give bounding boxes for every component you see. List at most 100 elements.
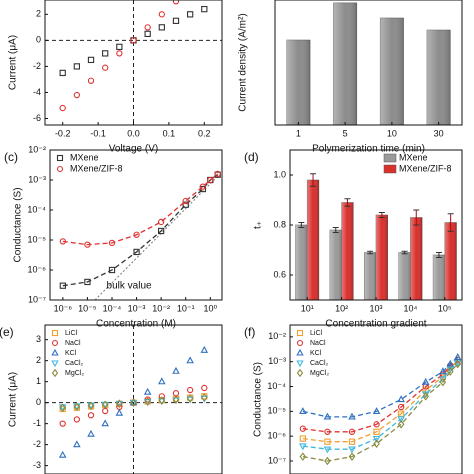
- x-tick-label: 10⁻¹: [177, 303, 195, 313]
- legend-swatch: [383, 153, 397, 163]
- legend-marker: [296, 329, 304, 337]
- marker: [186, 394, 194, 403]
- y-axis-label: Current (μA): [8, 372, 19, 427]
- marker: [186, 386, 194, 394]
- marker: [439, 367, 447, 375]
- marker: [454, 359, 461, 369]
- marker: [348, 412, 356, 420]
- marker: [186, 11, 194, 18]
- y-axis-label: Current density (A/m²): [238, 13, 249, 111]
- marker: [144, 30, 151, 38]
- x-tick-label: 10¹: [301, 303, 314, 313]
- marker: [158, 24, 165, 31]
- y-tick-label: -4: [33, 87, 41, 97]
- y-tick-label: 2: [36, 355, 41, 365]
- legend-marker: [51, 360, 59, 368]
- legend-label: KCl: [65, 350, 77, 357]
- y-tick-label: 10⁻⁷: [28, 294, 46, 304]
- y-tick-label: 10⁻²: [268, 331, 286, 341]
- series-line: [302, 362, 459, 450]
- y-tick-label: 10⁻³: [268, 356, 286, 366]
- marker: [373, 428, 380, 435]
- plot-area: [45, 0, 222, 125]
- legend-label: MgCl₂: [310, 370, 329, 377]
- error-bar: [332, 227, 339, 233]
- marker: [372, 407, 381, 414]
- y-tick-label: 10⁻⁷: [268, 455, 286, 465]
- marker: [397, 395, 405, 403]
- y-tick-label: 10⁻⁴: [267, 381, 286, 391]
- marker: [200, 345, 209, 353]
- legend-label: NaCl: [310, 340, 326, 347]
- legend-swatch: [383, 164, 397, 174]
- bulk-line: [94, 177, 217, 301]
- marker: [116, 43, 123, 51]
- panel-label: (e): [0, 325, 14, 339]
- y-tick-label: 1: [36, 376, 41, 386]
- legend-marker: [51, 329, 59, 337]
- series-line: [302, 359, 459, 433]
- y-tick-label: 3: [36, 334, 41, 344]
- legend-label: MXene/ZIF-8: [70, 163, 123, 173]
- legend-label: MXene: [399, 152, 428, 162]
- marker: [158, 396, 166, 405]
- legend-marker: [296, 360, 304, 368]
- bar-shade: [329, 230, 342, 300]
- x-tick-label: 10: [387, 128, 397, 138]
- marker: [323, 412, 332, 420]
- y-tick-label: 0.6: [273, 269, 286, 279]
- x-tick-label: -0.1: [90, 128, 106, 138]
- marker: [323, 446, 332, 454]
- marker: [87, 412, 95, 419]
- series-line: [62, 174, 219, 287]
- marker: [133, 231, 140, 238]
- error-bar: [344, 198, 351, 207]
- marker: [182, 201, 189, 208]
- marker: [59, 282, 66, 289]
- y-tick-label: 0: [36, 35, 41, 45]
- bar-shade: [410, 217, 423, 300]
- bar-shade: [286, 40, 311, 125]
- y-axis-label: Conductance (S): [253, 362, 264, 437]
- legend-marker: [56, 165, 64, 173]
- y-axis-label: Conductance (S): [13, 187, 24, 262]
- marker: [446, 367, 454, 376]
- plot-area: [299, 353, 462, 466]
- legend-marker: [51, 339, 59, 347]
- marker: [299, 435, 306, 442]
- marker: [172, 390, 180, 397]
- plot-frame: [274, 0, 463, 126]
- marker: [373, 421, 380, 428]
- y-tick-label: 1.0: [273, 169, 286, 179]
- x-axis-label: Voltage (V): [109, 144, 158, 155]
- x-axis-label: Polymerization time (min): [312, 144, 425, 155]
- marker: [397, 420, 405, 429]
- y-tick-label: -3: [33, 460, 41, 470]
- marker: [172, 395, 180, 404]
- bar-shade: [341, 202, 354, 300]
- marker: [446, 359, 455, 367]
- legend-label: LiCl: [65, 330, 78, 337]
- marker: [372, 435, 381, 443]
- error-bar: [413, 209, 420, 226]
- marker: [373, 439, 380, 448]
- marker: [130, 37, 137, 44]
- legend-label: LiCl: [310, 330, 323, 337]
- marker: [299, 452, 307, 461]
- marker: [397, 416, 405, 424]
- panel-label: (f): [244, 325, 255, 339]
- marker: [158, 11, 165, 18]
- marker: [348, 438, 356, 445]
- marker: [422, 392, 429, 401]
- marker: [144, 24, 151, 31]
- marker: [58, 450, 67, 458]
- legend-label: KCl: [310, 350, 322, 357]
- plot-frame: [44, 324, 223, 474]
- marker: [102, 407, 109, 415]
- marker: [73, 402, 81, 412]
- error-bar: [310, 173, 317, 187]
- marker: [108, 239, 116, 247]
- marker: [84, 241, 91, 248]
- legend-label: NaCl: [65, 340, 81, 347]
- marker: [207, 176, 214, 184]
